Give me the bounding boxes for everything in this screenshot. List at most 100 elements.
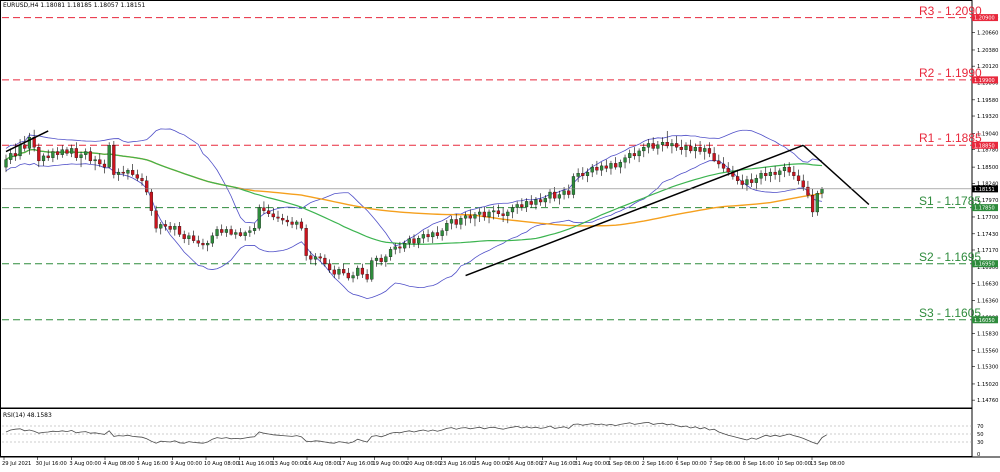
level-price-tag-3	[972, 204, 998, 212]
candle-body	[820, 188, 824, 194]
candle-body	[806, 186, 810, 196]
candle-body	[206, 242, 210, 246]
candle-body	[510, 207, 515, 213]
candle-body	[248, 230, 252, 233]
x-tick-label: 30 Jul 16:00	[36, 461, 67, 467]
candle-body	[290, 221, 294, 225]
current-price-badge	[972, 185, 998, 193]
candle-body	[553, 191, 557, 199]
candle-body	[487, 211, 491, 218]
level-label-r2: R2 - 1.1990	[919, 65, 982, 80]
trendline-1[interactable]	[465, 144, 804, 277]
candle-body	[412, 238, 416, 244]
candle-body	[65, 149, 69, 154]
candle-body	[201, 242, 205, 246]
current-price-label: 1.18151	[974, 187, 995, 193]
candle-body	[473, 214, 477, 219]
y-tick-label: 1.19320	[977, 114, 998, 120]
candle-body	[618, 161, 622, 168]
y-tick-label: 1.15020	[977, 382, 998, 388]
level-label-s3: S3 - 1.1605	[919, 305, 982, 320]
candle-body	[351, 275, 355, 279]
x-tick-label: 29 Jul 2021	[2, 461, 31, 467]
y-tick-label: 1.15560	[977, 348, 998, 354]
candle-body	[215, 229, 219, 236]
level-price-tag-text-1: 1.19900	[974, 78, 995, 84]
candle-body	[140, 178, 144, 181]
candle-body	[327, 263, 332, 271]
candle-body	[506, 211, 510, 216]
candle-body	[332, 269, 336, 275]
x-tick-label: 4 Aug 08:00	[103, 461, 135, 467]
candle-body	[656, 144, 660, 149]
candle-body	[13, 153, 17, 157]
candle-body	[712, 153, 716, 162]
y-tick-label: 1.16630	[977, 282, 998, 288]
candle-body	[281, 218, 285, 221]
candle-body	[27, 137, 32, 149]
candle-body	[449, 219, 454, 224]
y-tick-label: 1.16900	[977, 265, 998, 271]
x-tick-label: 1 Sep 08:00	[608, 461, 639, 467]
candle-body	[604, 165, 608, 169]
candle-body	[417, 237, 421, 244]
level-price-tag-text-5: 1.16050	[974, 318, 995, 324]
candle-body	[299, 221, 304, 229]
candle-body	[590, 166, 594, 173]
rsi-tick-label: 50	[977, 432, 984, 438]
x-tick-label: 7 Sep 08:00	[709, 461, 740, 467]
trendline-0[interactable]	[5, 130, 49, 153]
y-tick-label: 1.15300	[977, 365, 998, 371]
candle-body	[159, 224, 163, 229]
x-axis: 29 Jul 2021 30 Jul 16:00 3 Aug 00:00 4 Aug …	[2, 457, 845, 467]
candle-body	[257, 207, 261, 229]
y-tick-label: 1.19040	[977, 131, 998, 137]
candle-body	[365, 274, 369, 280]
candle-body	[234, 232, 238, 235]
x-tick-label: 10 Sep 00:00	[776, 461, 811, 467]
level-price-tag-2	[972, 141, 998, 149]
level-price-tag-4	[972, 260, 998, 268]
candle-body	[276, 216, 280, 219]
y-tick-label: 1.20120	[977, 64, 998, 70]
candle-body	[698, 147, 702, 152]
candle-body	[520, 204, 524, 208]
main-plot-frame	[0, 0, 973, 409]
trendline-2[interactable]	[802, 144, 870, 206]
x-tick-label: 19 Aug 00:00	[372, 461, 407, 467]
rsi-tick-label: 30	[977, 440, 984, 446]
bollinger-upper	[5, 128, 823, 247]
candle-body	[220, 229, 224, 233]
candle-body	[79, 154, 83, 158]
candle-body	[370, 260, 374, 280]
candle-body	[689, 145, 693, 152]
x-tick-label: 5 Aug 16:00	[137, 461, 169, 467]
level-label-s2: S2 - 1.1695	[919, 249, 982, 264]
candle-body	[210, 235, 214, 244]
candle-body	[515, 204, 519, 208]
candle-body	[562, 190, 566, 195]
x-tick-label: 11 Aug 16:00	[238, 461, 273, 467]
x-tick-label: 6 Sep 00:00	[675, 461, 706, 467]
candle-body	[595, 166, 599, 171]
x-tick-label: 13 Aug 00:00	[271, 461, 306, 467]
candle-body	[271, 213, 275, 218]
candle-body	[492, 210, 496, 213]
candle-body	[585, 171, 590, 176]
candle-body	[135, 174, 139, 179]
y-tick-label: 1.18500	[977, 165, 998, 171]
candle-body	[581, 173, 585, 176]
candle-body	[796, 175, 801, 181]
y-tick-label: 1.14760	[977, 398, 998, 404]
candle-body	[726, 168, 730, 173]
x-tick-label: 8 Sep 16:00	[743, 461, 774, 467]
candle-body	[187, 235, 191, 239]
level-price-tag-text-3: 1.17850	[974, 206, 995, 212]
candle-body	[41, 155, 46, 162]
x-tick-label: 31 Aug 00:00	[574, 461, 609, 467]
candle-body	[356, 267, 360, 276]
candle-body	[679, 147, 683, 150]
candle-body	[670, 143, 674, 147]
level-label-r3: R3 - 1.2090	[919, 3, 982, 18]
